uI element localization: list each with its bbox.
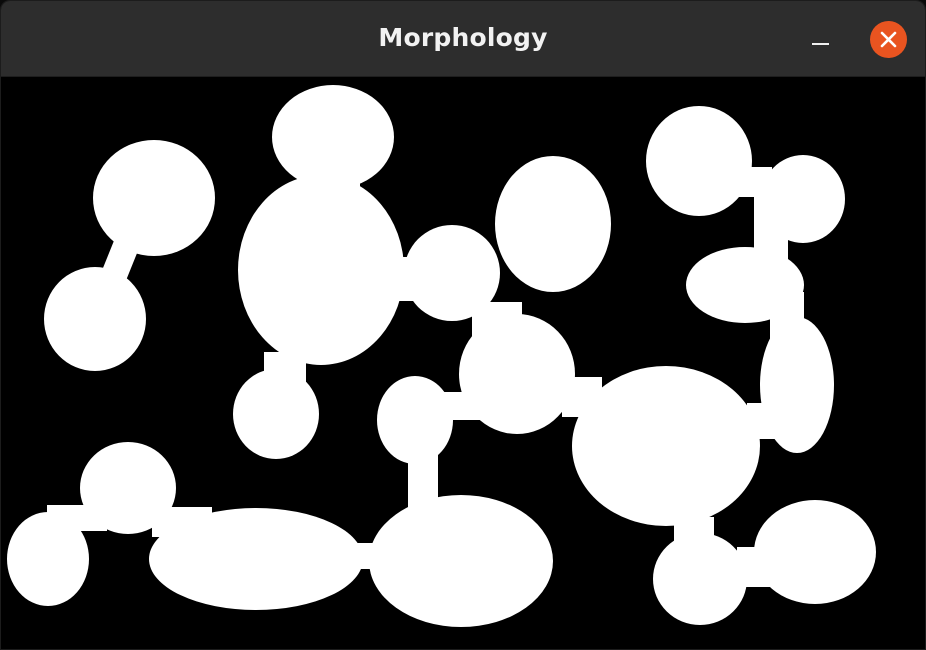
blob [646,106,752,216]
window-title: Morphology [378,23,548,52]
blob [44,267,146,371]
blob-neck [737,547,777,587]
blob [404,225,500,321]
blob [377,376,453,464]
blob [238,175,404,365]
minimize-icon [812,43,829,45]
blob-neck [472,302,522,342]
blob-neck [674,517,714,557]
minimize-button[interactable] [801,23,841,59]
blob-neck [264,352,306,392]
blob-neck [152,507,212,537]
close-button[interactable] [870,21,907,58]
blob [572,366,760,526]
blob [7,512,89,606]
blob-group [7,85,876,627]
close-icon [880,31,897,48]
blob-neck [47,505,107,531]
blob [495,156,611,292]
blob [369,495,553,627]
blob-neck [442,392,492,420]
blob-neck [562,377,602,417]
blob [272,85,394,189]
image-canvas [2,77,924,649]
blob-neck [747,403,783,439]
blob-neck [392,257,420,301]
blob-neck [770,292,804,352]
blob [754,500,876,604]
blob-neck [352,543,382,569]
blob-neck [95,239,139,297]
title-bar[interactable]: Morphology [1,1,925,77]
morphology-image [7,85,876,627]
blob [93,140,215,256]
